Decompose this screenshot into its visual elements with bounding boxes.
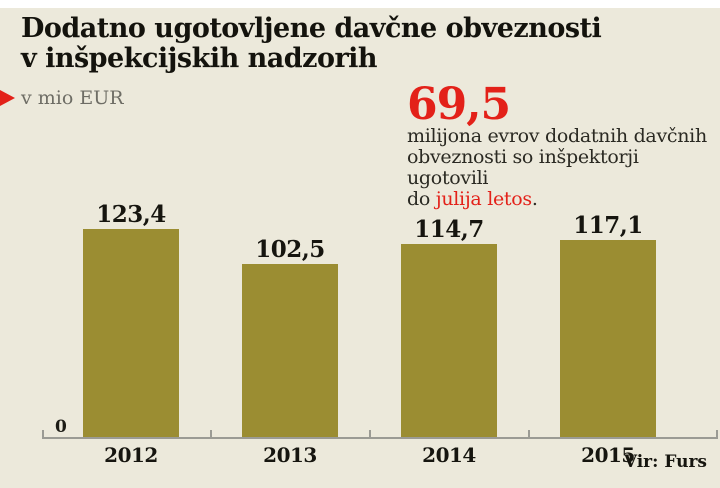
red-arrow-icon [0, 90, 15, 106]
bar-2012 [83, 229, 179, 437]
annotation-line-3-prefix: do [407, 188, 436, 210]
bar-group-2014: 114,7 [401, 216, 497, 437]
annotation-line-3-suffix: . [531, 188, 538, 210]
annotation-line-3: do julija letos. [407, 189, 717, 210]
axis-tick [369, 430, 371, 437]
bar-value-label: 123,4 [96, 201, 166, 228]
bar-group-2012: 123,4 [83, 201, 179, 437]
x-tick-label-2014: 2014 [422, 443, 476, 467]
axis-tick [42, 430, 44, 437]
x-tick-label-2013: 2013 [263, 443, 317, 467]
x-axis-line [42, 437, 718, 439]
top-border-strip [0, 0, 720, 8]
unit-legend: v mio EUR [0, 87, 124, 109]
axis-tick [528, 430, 530, 437]
bar-value-label: 102,5 [255, 236, 325, 263]
highlight-annotation: 69,5 milijona evrov dodatnih davčnih obv… [407, 79, 717, 210]
bar-2013 [242, 264, 338, 437]
bar-group-2013: 102,5 [242, 236, 338, 437]
bar-value-label: 114,7 [414, 216, 484, 243]
bar-2015 [560, 240, 656, 437]
x-tick-label-2012: 2012 [104, 443, 158, 467]
highlight-number: 69,5 [407, 79, 511, 130]
chart-title: Dodatno ugotovljene davčne obveznosti v … [21, 14, 681, 74]
axis-tick [716, 430, 718, 437]
axis-tick [210, 430, 212, 437]
axis-origin-label: 0 [55, 417, 67, 437]
annotation-line-2: obveznosti so inšpektorji ugotovili [407, 146, 639, 189]
annotation-highlight-text: julija letos [435, 188, 532, 210]
source-credit: Vir: Furs [623, 452, 707, 472]
annotation-line-1: milijona evrov dodatnih davčnih [407, 125, 707, 147]
chart-title-line-1: Dodatno ugotovljene davčne obveznosti [21, 13, 602, 44]
unit-label: v mio EUR [21, 87, 124, 109]
chart-title-line-2: v inšpekcijskih nadzorih [21, 43, 378, 74]
x-tick-label-2015: 2015 [581, 443, 635, 467]
bar-group-2015: 117,1 [560, 212, 656, 437]
bar-2014 [401, 244, 497, 437]
bar-value-label: 117,1 [573, 212, 643, 239]
